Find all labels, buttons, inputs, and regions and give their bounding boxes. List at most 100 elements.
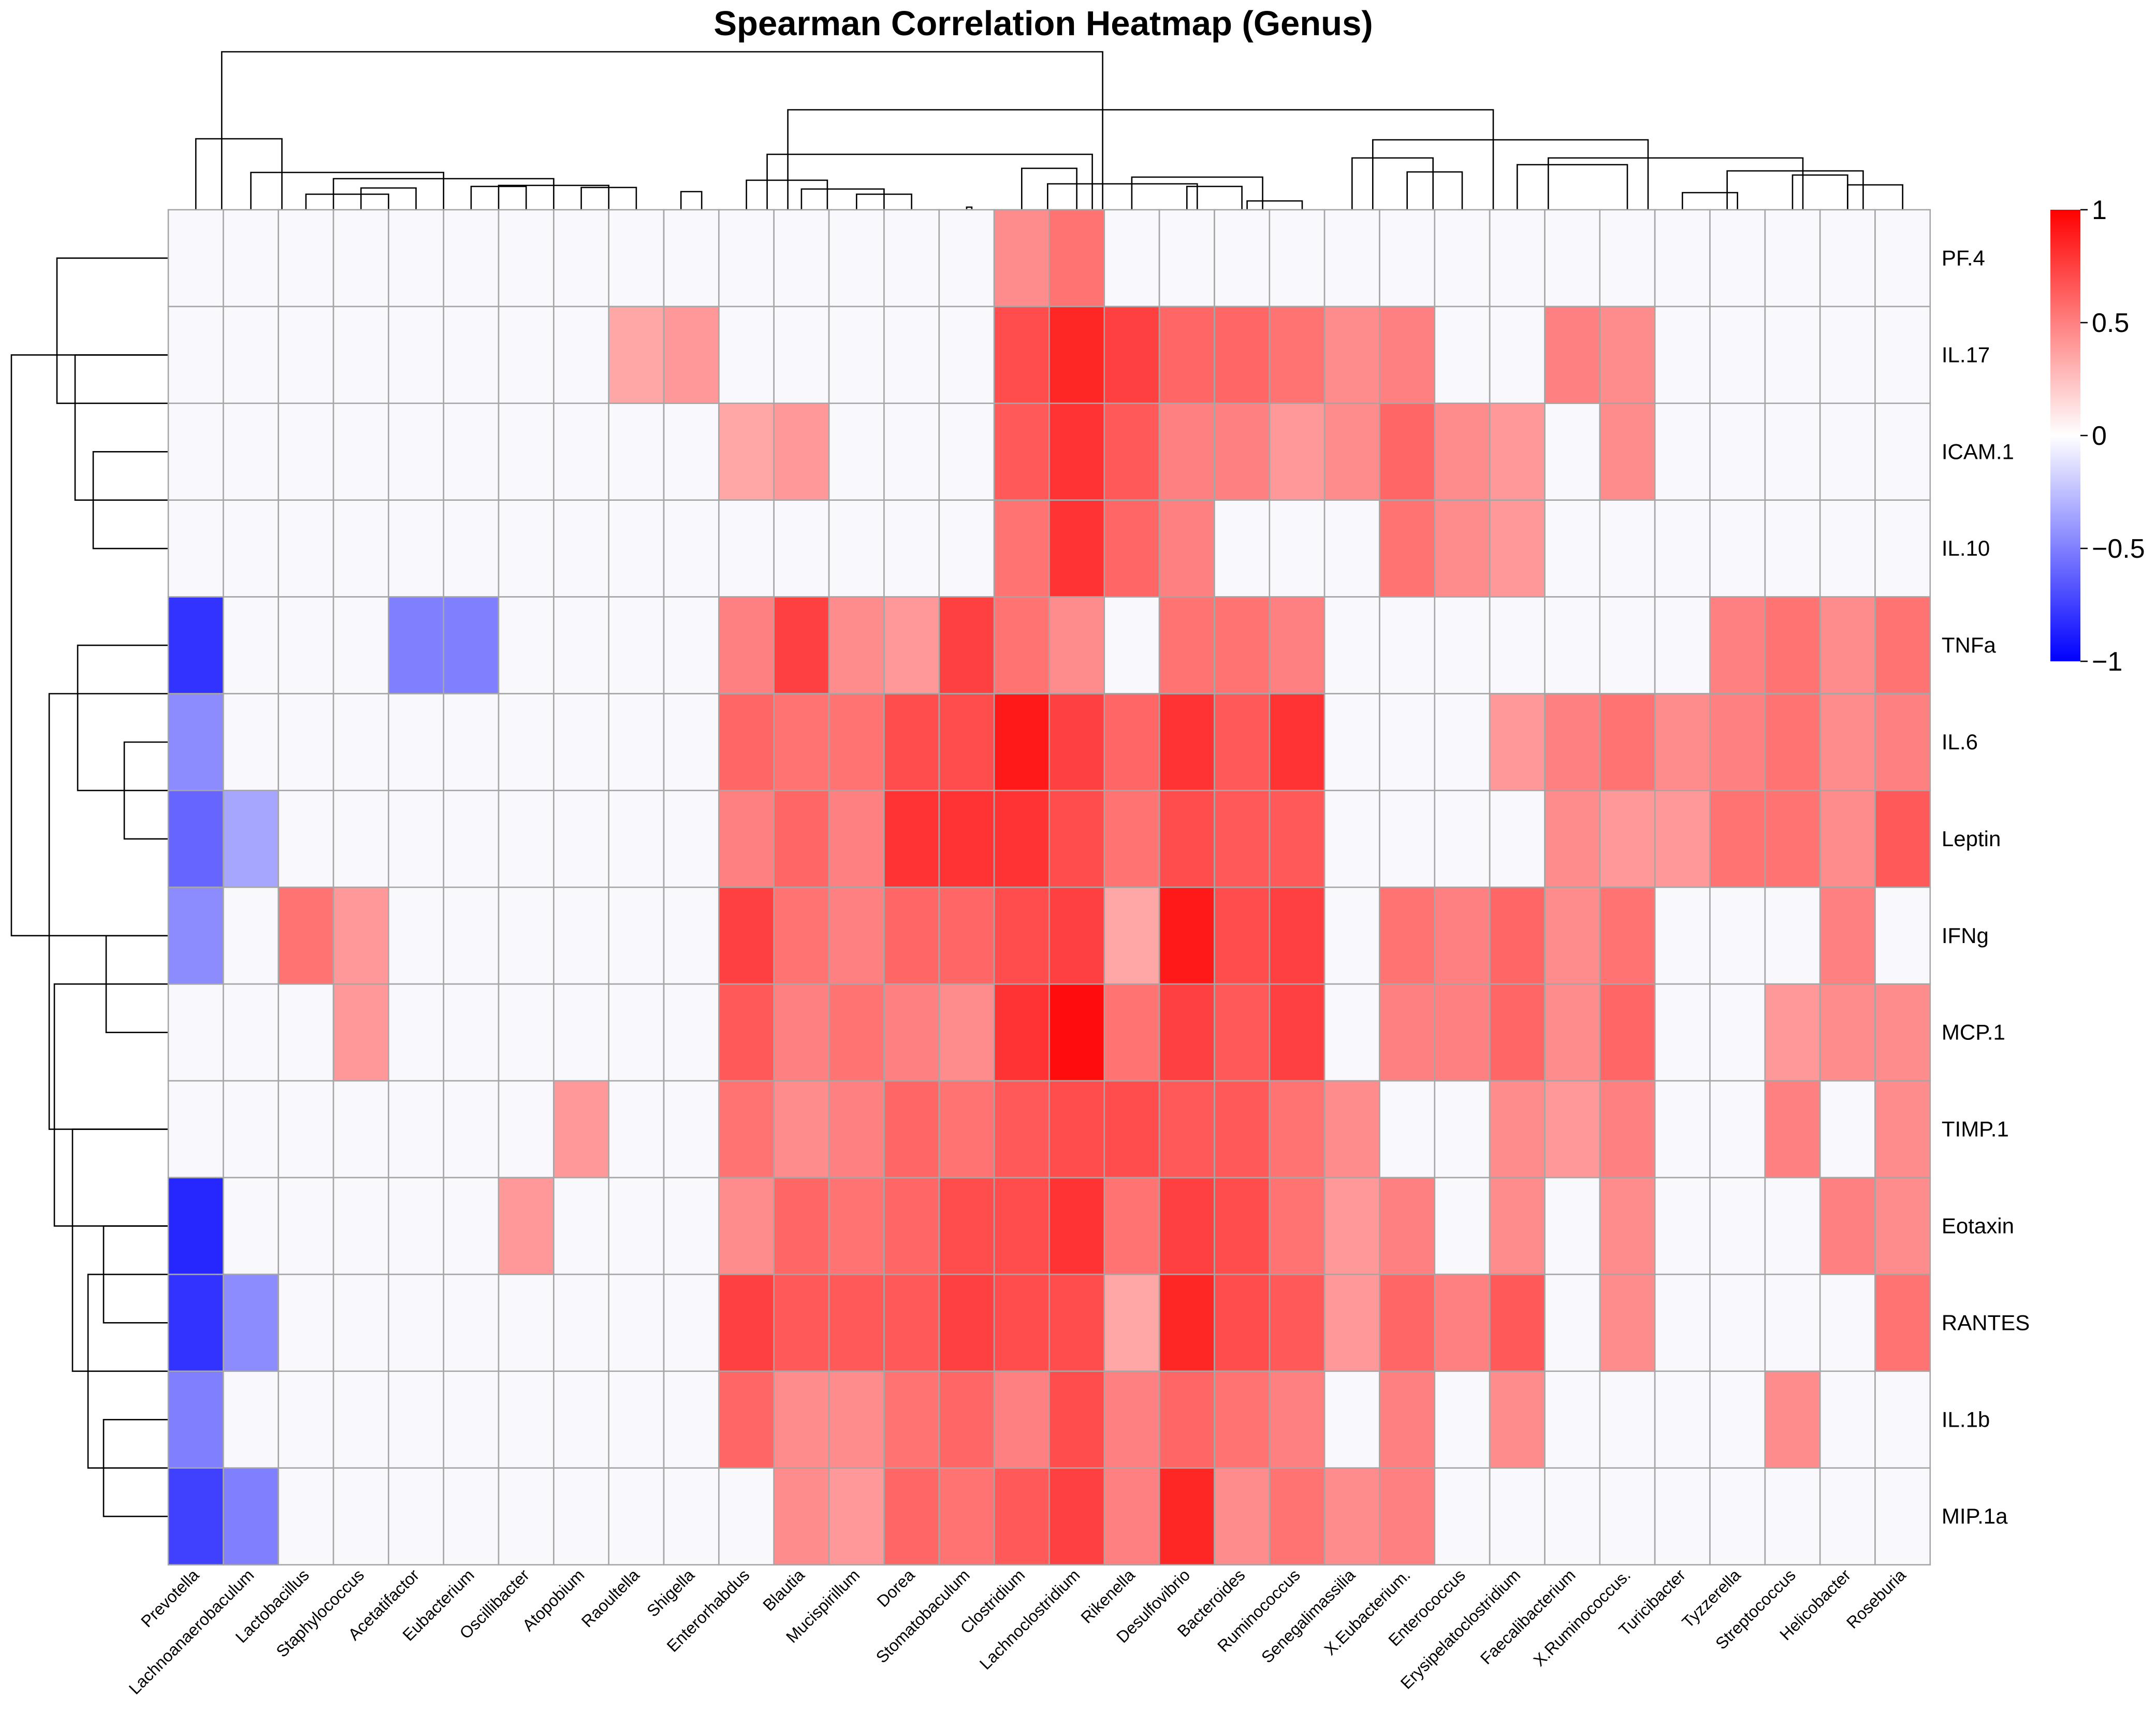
row-dendrogram-link [53,983,168,1227]
heatmap-cell-MIP.1a-Eubacterium [443,1467,500,1565]
column-label: Raoultella [578,1565,643,1631]
heatmap-cell-TNFa-Stomatobaculum [938,596,995,694]
heatmap-cell-IL.1b-Eubacterium [443,1370,500,1469]
heatmap-cell-RANTES-Turicibacter [1654,1273,1711,1372]
heatmap-cell-MIP.1a-Faecalibacterium [1544,1467,1601,1565]
heatmap-cell-ICAM.1-Lachnoanaerobaculum [222,402,279,501]
heatmap-cell-IL.6-Lactobacillus [278,693,334,791]
column-label: Senegalimassilia [1258,1565,1359,1666]
heatmap-cell-Eotaxin-Acetatifactor [388,1177,445,1275]
heatmap-cell-RANTES-X.Ruminococcus. [1599,1273,1656,1372]
heatmap-cell-IFNg-Rikenella [1103,887,1160,985]
heatmap-cell-PF.4-Mucispirillum [828,209,885,308]
heatmap-cell-Eotaxin-Atopobium [553,1177,610,1275]
heatmap-cell-Leptin-X.Ruminococcus. [1599,790,1656,888]
heatmap-cell-TIMP.1-Desulfovibrio [1158,1080,1215,1179]
column-dendrogram [195,51,1903,210]
heatmap-cell-IL.17-Dorea [883,306,940,404]
heatmap-cell-TNFa-Ruminococcus [1269,596,1325,694]
heatmap-cell-RANTES-Clostridium [993,1273,1050,1372]
heatmap-cell-IL.17-Staphylococcus [332,306,389,404]
heatmap-cell-MCP.1-Mucispirillum [828,983,885,1082]
heatmap-cell-IL.1b-Streptococcus [1764,1370,1821,1469]
heatmap-cell-TNFa-Tyzzerella [1709,596,1766,694]
column-dendrogram-link [1351,157,1434,210]
heatmap-cell-ICAM.1-Rikenella [1103,402,1160,501]
heatmap-cell-RANTES-Roseburia [1874,1273,1931,1372]
heatmap-cell-MCP.1-Rikenella [1103,983,1160,1082]
heatmap-cell-Leptin-Acetatifactor [388,790,445,888]
heatmap-cell-ICAM.1-Raoultella [608,402,665,501]
heatmap-cell-PF.4-X.Ruminococcus. [1599,209,1656,308]
heatmap-cell-RANTES-Dorea [883,1273,940,1372]
heatmap-cell-IFNg-Eubacterium [443,887,500,985]
heatmap-cell-TIMP.1-Enterorhabdus [718,1080,775,1179]
heatmap-cell-TIMP.1-Helicobacter [1819,1080,1876,1179]
heatmap-cell-IL.17-Rikenella [1103,306,1160,404]
heatmap-cell-MCP.1-Turicibacter [1654,983,1711,1082]
row-dendrogram [10,257,168,1517]
heatmap-cell-Eotaxin-Eubacterium [443,1177,500,1275]
heatmap-cell-Eotaxin-Lachnoclostridium [1048,1177,1105,1275]
column-dendrogram-link [1021,167,1077,210]
heatmap-cell-TNFa-Eubacterium [443,596,500,694]
heatmap-cell-TNFa-Desulfovibrio [1158,596,1215,694]
heatmap-cell-IL.10-Bacteroides [1214,499,1271,598]
heatmap-cell-MIP.1a-Atopobium [553,1467,610,1565]
heatmap-cell-TIMP.1-Oscillibacter [498,1080,555,1179]
heatmap-cell-MCP.1-Eubacterium [443,983,500,1082]
row-label: MCP.1 [1942,1020,2005,1045]
heatmap-cell-IL.17-Stomatobaculum [938,306,995,404]
heatmap-cell-Leptin-Raoultella [608,790,665,888]
heatmap-cell-IL.10-Mucispirillum [828,499,885,598]
heatmap-cell-Leptin-Stomatobaculum [938,790,995,888]
heatmap-cell-IL.10-Prevotella [167,499,224,598]
heatmap-cell-IL.1b-Atopobium [553,1370,610,1469]
column-dendrogram-link [1847,184,1903,210]
heatmap-cell-MCP.1-Blautia [773,983,830,1082]
row-dendrogram-link [71,1128,168,1372]
heatmap-cell-IL.6-Enterococcus [1434,693,1491,791]
heatmap-cell-Eotaxin-Prevotella [167,1177,224,1275]
heatmap-cell-IL.17-Lactobacillus [278,306,334,404]
heatmap-cell-IL.6-Rikenella [1103,693,1160,791]
legend-tick-label: 0 [2092,421,2107,451]
column-dendrogram-link [800,188,885,210]
heatmap-cell-TIMP.1-Blautia [773,1080,830,1179]
heatmap-cell-PF.4-Dorea [883,209,940,308]
heatmap-cell-PF.4-Erysipelatoclostridium [1489,209,1546,308]
heatmap-cell-IL.1b-Roseburia [1874,1370,1931,1469]
heatmap-cell-TNFa-Enterococcus [1434,596,1491,694]
heatmap-cell-IL.10-Helicobacter [1819,499,1876,598]
row-dendrogram-link [77,644,168,791]
heatmap-cell-PF.4-Atopobium [553,209,610,308]
heatmap-cell-Eotaxin-Tyzzerella [1709,1177,1766,1275]
heatmap-cell-IL.17-Prevotella [167,306,224,404]
heatmap-cell-MCP.1-Shigella [663,983,720,1082]
heatmap-cell-Eotaxin-X.Ruminococcus. [1599,1177,1656,1275]
heatmap-cell-TNFa-Lactobacillus [278,596,334,694]
heatmap-cell-TIMP.1-Staphylococcus [332,1080,389,1179]
column-dendrogram-link [250,171,444,210]
heatmap-cell-Leptin-Helicobacter [1819,790,1876,888]
heatmap-cell-IFNg-Desulfovibrio [1158,887,1215,985]
heatmap-cell-IL.6-Mucispirillum [828,693,885,791]
heatmap-cell-MIP.1a-Helicobacter [1819,1467,1876,1565]
heatmap-cell-ICAM.1-Prevotella [167,402,224,501]
heatmap-cell-TIMP.1-Prevotella [167,1080,224,1179]
heatmap-cell-Eotaxin-Rikenella [1103,1177,1160,1275]
heatmap-cell-IL.17-Raoultella [608,306,665,404]
heatmap-cell-MIP.1a-X.Ruminococcus. [1599,1467,1656,1565]
row-label: Eotaxin [1942,1213,2014,1238]
heatmap-cell-RANTES-Shigella [663,1273,720,1372]
heatmap-cell-IL.17-Clostridium [993,306,1050,404]
heatmap-cell-IL.10-Blautia [773,499,830,598]
heatmap-cell-ICAM.1-Stomatobaculum [938,402,995,501]
heatmap-cell-IL.1b-Raoultella [608,1370,665,1469]
heatmap-cell-Eotaxin-Dorea [883,1177,940,1275]
row-label: IL.10 [1942,536,1990,560]
heatmap-cell-Eotaxin-Streptococcus [1764,1177,1821,1275]
heatmap-cell-PF.4-Streptococcus [1764,209,1821,308]
heatmap-cell-IL.1b-Clostridium [993,1370,1050,1469]
